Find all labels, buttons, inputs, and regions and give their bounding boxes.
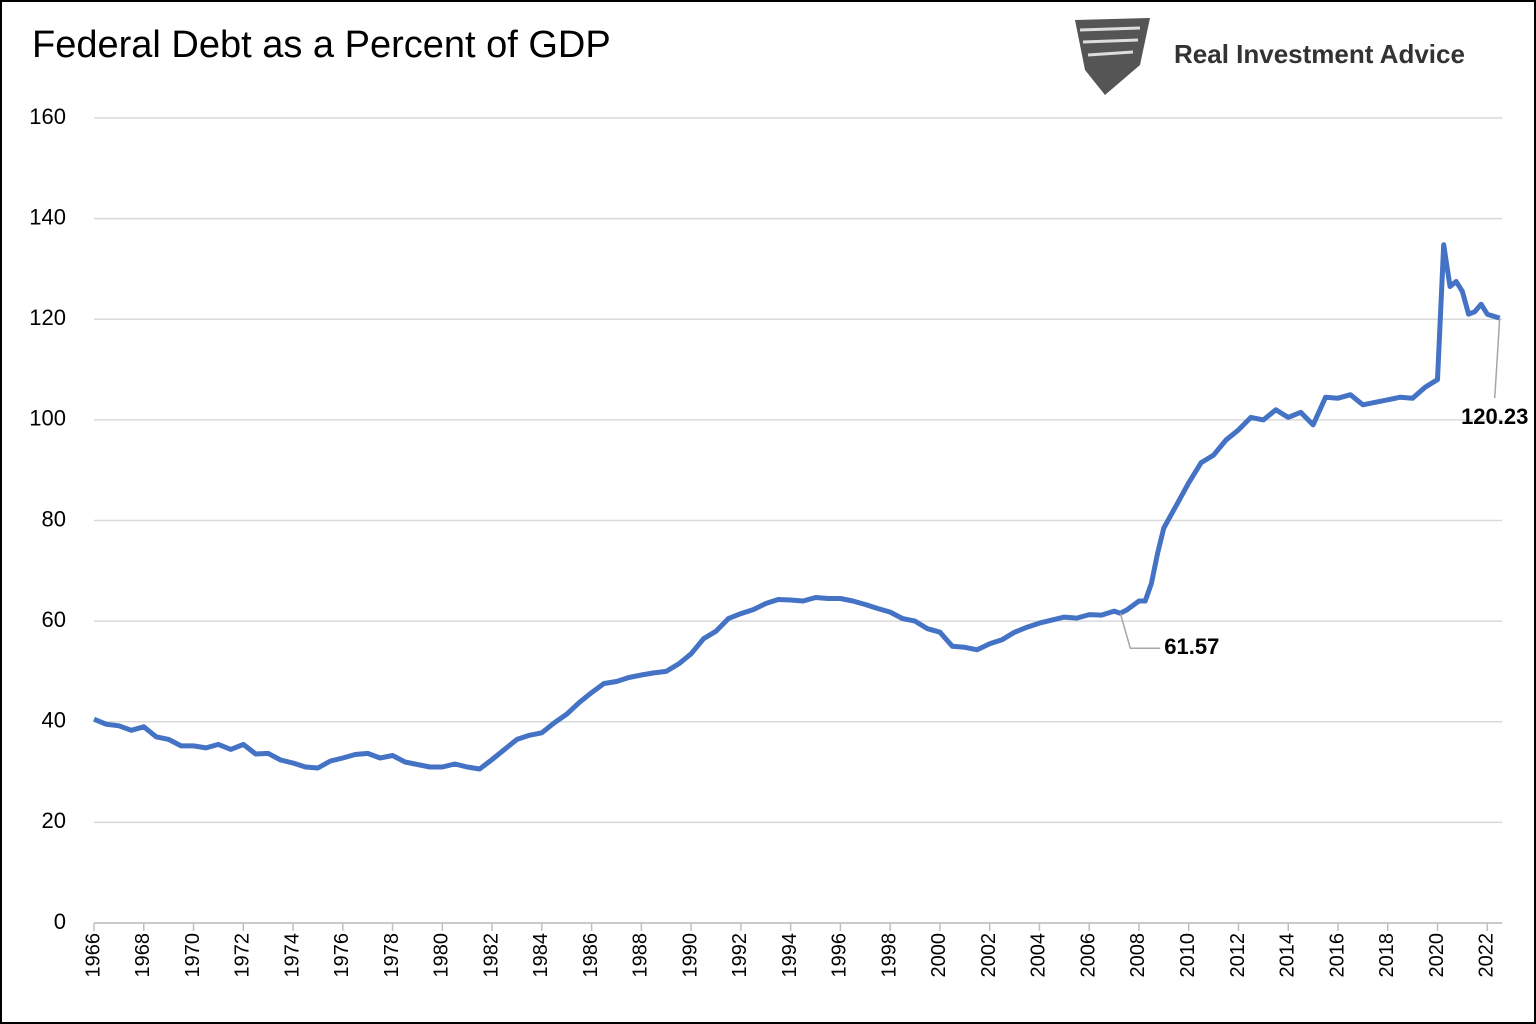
x-tick-label: 1992 <box>729 933 751 978</box>
x-tick-label: 1994 <box>779 933 801 978</box>
logo-icon <box>1075 18 1150 95</box>
annotation-leader <box>1493 318 1501 399</box>
x-tick-label: 1978 <box>381 933 403 978</box>
y-tick-label: 40 <box>42 708 66 733</box>
x-tick-label: 1982 <box>480 933 502 978</box>
x-tick-label: 2016 <box>1326 933 1348 978</box>
x-tick-label: 1990 <box>679 933 701 978</box>
x-tick-label: 1984 <box>530 933 552 978</box>
x-tick-label: 2008 <box>1127 933 1149 978</box>
x-tick-label: 2020 <box>1426 933 1448 978</box>
x-tick-label: 1988 <box>630 933 652 978</box>
annotation-label: 120.23 <box>1461 404 1528 429</box>
y-tick-label: 120 <box>29 305 66 330</box>
line <box>93 242 1501 772</box>
x-tick-label: 2002 <box>978 933 1000 978</box>
y-tick-label: 80 <box>42 506 66 531</box>
x-tick-label: 1970 <box>182 933 204 978</box>
x-tick-label: 1980 <box>431 933 453 978</box>
x-tick-label: 2012 <box>1227 933 1249 978</box>
x-tick-label: 2014 <box>1277 933 1299 978</box>
x-tick-label: 1966 <box>82 933 104 978</box>
y-tick-label: 160 <box>29 104 66 129</box>
y-tick-label: 20 <box>42 808 66 833</box>
y-tick-label: 100 <box>29 406 66 431</box>
y-tick-label: 140 <box>29 204 66 229</box>
x-tick-label: 2010 <box>1177 933 1199 978</box>
x-tick-label: 2022 <box>1476 933 1498 978</box>
x-tick-label: 1998 <box>878 933 900 978</box>
chart-title: Federal Debt as a Percent of GDP <box>32 24 611 66</box>
x-tick-label: 1968 <box>132 933 154 978</box>
x-tick-label: 1976 <box>331 933 353 978</box>
annotation-label: 61.57 <box>1164 634 1219 659</box>
x-tick-label: 2004 <box>1028 933 1050 978</box>
x-tick-label: 1996 <box>829 933 851 978</box>
x-tick-label: 1972 <box>232 933 254 978</box>
x-tick-label: 2006 <box>1077 933 1099 978</box>
x-tick-label: 2018 <box>1376 933 1398 978</box>
x-tick-label: 2000 <box>928 933 950 978</box>
logo-text: Real Investment Advice <box>1174 39 1465 69</box>
x-tick-label: 1974 <box>281 933 303 978</box>
y-tick-label: 0 <box>54 909 66 934</box>
annotation-leader <box>1119 613 1161 649</box>
y-tick-label: 60 <box>42 607 66 632</box>
x-tick-label: 1986 <box>580 933 602 978</box>
